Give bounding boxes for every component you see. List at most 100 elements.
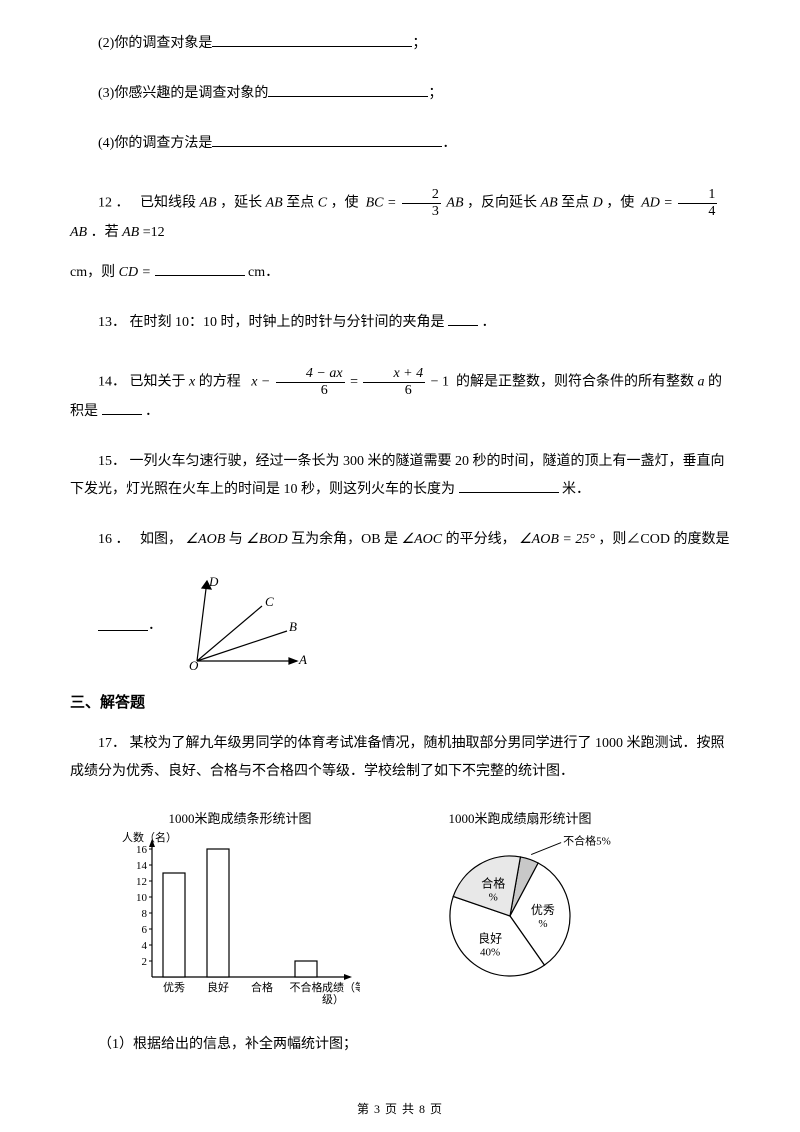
label-C: C xyxy=(265,594,274,609)
q12-AB4: AB xyxy=(541,196,558,211)
blank xyxy=(212,132,442,147)
q17-sub1-text: （1）根据给出的信息，补全两幅统计图； xyxy=(98,1037,357,1052)
q12-AB5: AB xyxy=(70,225,87,240)
q-sub4-text: (4)你的调查方法是 xyxy=(98,136,212,151)
q13-text: 在时刻 10：10 时，时钟上的时针与分针间的夹角是 xyxy=(130,315,445,330)
svg-text:14: 14 xyxy=(136,860,148,872)
sep: ； xyxy=(412,36,426,51)
q14-num: 14． xyxy=(98,375,126,390)
q13-num: 13． xyxy=(98,315,126,330)
svg-text:级）: 级） xyxy=(322,993,344,1006)
svg-text:良好: 良好 xyxy=(207,980,229,994)
q12-text-d: ，使 xyxy=(331,196,359,211)
q12-C: C xyxy=(318,196,327,211)
label-O: O xyxy=(189,658,199,671)
section-3-heading: 三、解答题 xyxy=(70,691,730,712)
q12-unit-prefix: cm，则 xyxy=(70,265,115,280)
q12-AB3: AB xyxy=(446,196,463,211)
page: (2)你的调查对象是； (3)你感兴趣的是调查对象的； (4)你的调查方法是． … xyxy=(0,0,800,1132)
q17-sub1: （1）根据给出的信息，补全两幅统计图； xyxy=(70,1031,730,1059)
q14-text-c: 的解是正整数，则符合条件的所有整数 xyxy=(456,375,694,390)
q13: 13． 在时刻 10：10 时，时钟上的时针与分针间的夹角是 ． xyxy=(70,309,730,337)
q12-text-b: ，延长 xyxy=(220,196,262,211)
frac-2-3: 23 xyxy=(402,188,441,219)
bar-chart-wrap: 1000米跑成绩条形统计图 246810121416人数（名）优秀良好合格不合格… xyxy=(120,808,360,1011)
svg-text:合格: 合格 xyxy=(481,876,505,891)
q16: 16 ． 如图， ∠AOB 与 ∠BOD 互为余角，OB 是 ∠AOC 的平分线… xyxy=(70,526,730,554)
q12-CD: CD = xyxy=(119,265,151,280)
q15: 15． 一列火车匀速行驶，经过一条长为 300 米的隧道需要 20 秒的时间，隧… xyxy=(70,448,730,504)
q12-text-f: ．若 xyxy=(91,225,119,240)
angle-diagram: D C B A O xyxy=(167,576,317,671)
q12-AB2: AB xyxy=(266,196,283,211)
q12-AB6: AB xyxy=(122,225,139,240)
svg-text:2: 2 xyxy=(142,956,148,968)
q12-BCeq: BC = xyxy=(366,196,397,211)
q14: 14． 已知关于 x 的方程 x − 4 − ax6 = x + 46 − 1 … xyxy=(70,367,730,426)
label-B: B xyxy=(289,619,297,634)
svg-text:不合格: 不合格 xyxy=(290,980,323,994)
q12-text-e: ，反向延长 xyxy=(467,196,537,211)
q-sub3: (3)你感兴趣的是调查对象的； xyxy=(70,80,730,108)
page-footer: 第 3 页 共 8 页 xyxy=(0,1100,800,1117)
frac-rhs: x + 46 xyxy=(363,367,425,398)
q14-x: x xyxy=(189,375,195,390)
pie-chart: 不合格5% 优秀% 良好40% 合格% xyxy=(410,831,630,991)
bar-chart-title: 1000米跑成绩条形统计图 xyxy=(120,808,360,827)
svg-text:%: % xyxy=(538,918,547,930)
svg-text:成绩（等: 成绩（等 xyxy=(322,980,360,994)
q17: 17． 某校为了解九年级男同学的体育考试准备情况，随机抽取部分男同学进行了 10… xyxy=(70,730,730,786)
svg-text:不合格5%: 不合格5% xyxy=(563,834,611,848)
svg-text:10: 10 xyxy=(136,892,148,904)
q17-num: 17． xyxy=(98,736,126,751)
ang-BOD: ∠BOD xyxy=(246,532,287,547)
q-sub4: (4)你的调查方法是 ． xyxy=(70,130,730,158)
svg-text:优秀: 优秀 xyxy=(531,903,555,917)
blank xyxy=(155,261,245,276)
label-A: A xyxy=(298,652,307,667)
ang-AOB: ∠AOB xyxy=(186,532,226,547)
q12-text-a: 已知线段 xyxy=(140,196,196,211)
q12-text-c2: 至点 xyxy=(561,196,589,211)
q16-num: 16 ． xyxy=(98,532,130,547)
sep: ． xyxy=(442,136,456,151)
q12-eq12: =12 xyxy=(143,225,165,240)
blank xyxy=(448,311,478,326)
frac-lhs: 4 − ax6 xyxy=(276,367,345,398)
svg-text:40%: 40% xyxy=(480,946,500,958)
q14-rhs: − 1 xyxy=(431,375,449,390)
blank xyxy=(268,82,428,97)
q12-unit-suffix: cm． xyxy=(248,265,279,280)
svg-text:8: 8 xyxy=(142,908,148,920)
svg-text:16: 16 xyxy=(136,844,148,856)
svg-text:12: 12 xyxy=(136,876,147,888)
q12: 12 ． 已知线段 AB ，延长 AB 至点 C ，使 BC = 23 AB ，… xyxy=(70,188,730,247)
q16-text-a: 如图， xyxy=(140,532,182,547)
svg-text:%: % xyxy=(489,892,498,904)
frac-1-4: 14 xyxy=(678,188,717,219)
bar-chart: 246810121416人数（名）优秀良好合格不合格成绩（等级） xyxy=(120,831,360,1011)
ang-eq: ∠AOB = 25° xyxy=(519,532,595,547)
label-D: D xyxy=(208,576,219,589)
pie-chart-wrap: 1000米跑成绩扇形统计图 不合格5% 优秀% 良好40% 合格% xyxy=(410,808,630,1011)
q16-text-b: 互为余角，OB 是 xyxy=(291,532,398,547)
q12-cont: cm，则 CD = cm． xyxy=(70,259,730,287)
svg-text:优秀: 优秀 xyxy=(163,981,185,994)
svg-text:6: 6 xyxy=(142,924,148,936)
blank xyxy=(98,616,148,631)
q16-figure-row: ． D C B A O xyxy=(70,576,730,671)
q14-end: ． xyxy=(145,404,159,419)
blank xyxy=(459,478,559,493)
q16-end: ． xyxy=(148,614,162,634)
q12-AB: AB xyxy=(200,196,217,211)
svg-text:良好: 良好 xyxy=(478,930,502,945)
pie-chart-title: 1000米跑成绩扇形统计图 xyxy=(410,808,630,827)
svg-text:人数（名）: 人数（名） xyxy=(122,831,177,844)
q12-text-c: 至点 xyxy=(286,196,314,211)
q15-text-b: 米． xyxy=(562,482,590,497)
charts-row: 1000米跑成绩条形统计图 246810121416人数（名）优秀良好合格不合格… xyxy=(120,808,730,1011)
q16-text-c: 的平分线， xyxy=(446,532,516,547)
q14-lhs-x: x − xyxy=(251,375,270,390)
q17-text: 某校为了解九年级男同学的体育考试准备情况，随机抽取部分男同学进行了 1000 米… xyxy=(70,736,725,779)
q14-mid: = xyxy=(350,375,358,390)
